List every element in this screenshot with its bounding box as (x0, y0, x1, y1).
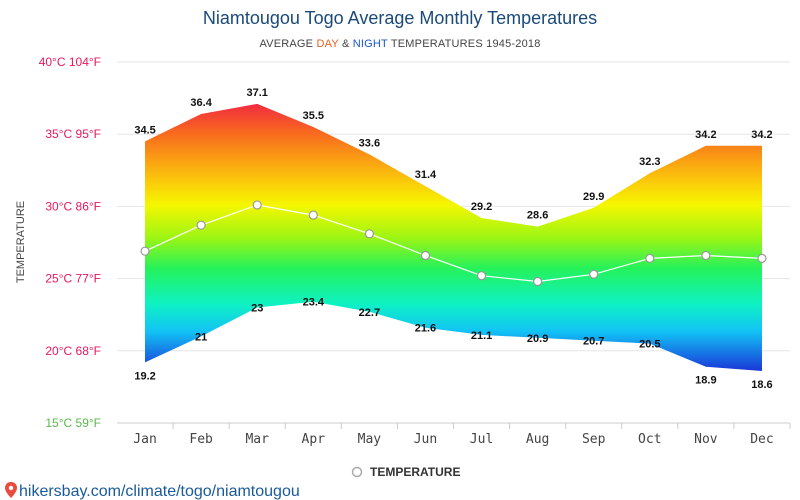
x-tick-label: Jul (470, 432, 493, 447)
night-value-label: 19.2 (134, 370, 155, 382)
subtitle-prefix: AVERAGE (259, 38, 316, 50)
subtitle-amp: & (339, 38, 353, 50)
night-value-label: 20.5 (639, 339, 660, 351)
average-temperature-points (140, 200, 767, 287)
y-tick-label: 40°C 104°F (39, 55, 101, 69)
night-value-label: 18.6 (751, 379, 772, 391)
x-tick-label: Oct (638, 432, 661, 447)
night-value-label: 20.7 (583, 336, 604, 348)
legend-marker-icon (351, 466, 363, 478)
night-value-label: 18.9 (695, 375, 716, 387)
day-value-label: 28.6 (527, 210, 548, 222)
day-value-label: 34.2 (751, 129, 772, 141)
x-tick-label: Jan (133, 432, 156, 447)
source-url[interactable]: hikersbay.com/climate/togo/niamtougou (19, 483, 300, 500)
average-temperature-point[interactable] (308, 210, 318, 220)
night-value-label: 21.6 (415, 323, 436, 335)
night-value-label: 21 (195, 331, 207, 343)
x-tick-label: Sep (582, 432, 606, 447)
average-temperature-point[interactable] (589, 269, 599, 279)
day-value-label: 36.4 (190, 97, 212, 109)
day-night-range-area (145, 103, 762, 372)
x-tick-label: Dec (750, 432, 773, 447)
night-value-label: 23.4 (303, 297, 325, 309)
average-temperature-point[interactable] (420, 250, 431, 261)
x-tick-label: Jun (414, 432, 437, 447)
night-value-label: 21.1 (471, 330, 492, 342)
chart-title: Niamtougou Togo Average Monthly Temperat… (203, 8, 597, 28)
night-value-label: 23 (251, 302, 263, 314)
y-axis-ticks: 40°C 104°F 35°C 95°F 30°C 86°F 25°C 77°F 20°… (39, 55, 101, 430)
day-value-label: 33.6 (359, 137, 380, 149)
average-temperature-point[interactable] (645, 253, 655, 263)
subtitle-day: DAY (316, 38, 339, 50)
average-temperature-point[interactable] (364, 229, 374, 239)
day-value-label: 35.5 (303, 110, 324, 122)
x-tick-label: May (358, 432, 382, 447)
day-value-label: 37.1 (246, 87, 267, 99)
average-temperature-point[interactable] (196, 220, 206, 230)
day-value-labels: 34.5 36.4 37.1 35.5 33.6 31.4 29.2 28.6 29.9 32.3… (134, 87, 772, 222)
night-value-label: 20.9 (527, 333, 548, 345)
average-temperature-point[interactable] (140, 246, 150, 256)
chart-subtitle: AVERAGE DAY & NIGHT TEMPERATURES 1945-20… (259, 38, 540, 50)
day-value-label: 34.5 (134, 124, 155, 136)
subtitle-suffix: TEMPERATURES 1945-2018 (388, 38, 541, 50)
y-tick-label: 15°C 59°F (45, 416, 101, 430)
day-value-label: 29.2 (471, 201, 492, 213)
x-tick-label: Mar (245, 432, 269, 447)
day-value-label: 34.2 (695, 129, 716, 141)
average-temperature-line (144, 204, 763, 283)
average-temperature-point[interactable] (533, 276, 543, 287)
y-axis-title: TEMPERATURE (15, 201, 27, 283)
y-tick-label: 25°C 77°F (45, 272, 101, 286)
x-axis-ticks: Jan Feb Mar Apr May Jun Jul Aug Sep Oct Nov Dec (133, 423, 791, 447)
x-tick-label: Nov (694, 432, 718, 447)
x-tick-label: Aug (526, 432, 549, 447)
y-tick-label: 30°C 86°F (45, 199, 101, 213)
average-temperature-point[interactable] (476, 271, 487, 281)
x-tick-label: Apr (302, 432, 326, 447)
day-value-label: 29.9 (583, 191, 604, 203)
night-value-label: 22.7 (359, 307, 380, 319)
day-value-label: 32.3 (639, 156, 660, 168)
source-link[interactable]: hikersbay.com/climate/togo/niamtougou (5, 482, 300, 500)
y-tick-label: 35°C 95°F (45, 127, 101, 141)
map-pin-dot (8, 485, 14, 491)
y-tick-label: 20°C 68°F (45, 344, 101, 358)
average-temperature-point[interactable] (252, 200, 262, 210)
average-temperature-point[interactable] (757, 253, 767, 263)
night-value-labels: 19.2 21 23 23.4 22.7 21.6 21.1 20.9 20.7 20.5 18.9… (134, 297, 772, 391)
average-temperature-point[interactable] (701, 250, 711, 261)
legend-label: TEMPERATURE (370, 465, 460, 479)
legend[interactable]: TEMPERATURE (351, 465, 461, 479)
subtitle-night: NIGHT (353, 38, 388, 50)
x-tick-label: Feb (189, 432, 213, 447)
day-value-label: 31.4 (415, 169, 437, 181)
